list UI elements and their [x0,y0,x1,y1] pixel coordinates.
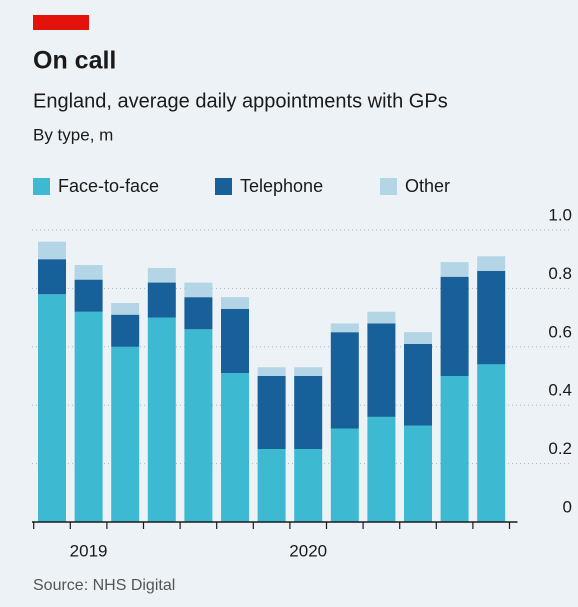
x-tick-label: 2019 [70,541,108,560]
legend-swatch [215,178,232,195]
y-tick-label: 1.0 [548,205,572,224]
bar-segment [74,265,103,280]
y-tick-label: 0 [563,497,572,516]
bar-segment [221,308,249,374]
bar-segment [257,449,286,522]
x-tick-label: 2020 [289,541,327,560]
bar-segment [147,317,176,522]
bar-segment [184,297,213,330]
bar-segment [38,294,66,522]
y-tick-label: 0.6 [548,322,572,341]
bar-segment [294,367,323,376]
source: Source: NHS Digital [33,577,175,594]
bar-segment [330,428,359,522]
bar-segment [38,259,66,295]
bar-segment [147,267,176,283]
bar-segment [404,343,432,426]
bar-segment [477,364,506,522]
bar-segment [38,241,66,260]
bar-segment [367,311,396,324]
chart-subtitle: England, average daily appointments with… [33,90,448,112]
bar-segment [440,262,469,277]
legend-label: Telephone [240,176,323,196]
legend-swatch [33,178,50,195]
y-tick-label: 0.8 [548,264,572,283]
chart-title: On call [33,47,116,75]
bar-segment [111,303,140,315]
bar-segment [257,367,286,376]
legend-label: Face-to-face [58,176,159,196]
bar-segment [184,329,213,522]
bar-segment [404,425,432,522]
bar-segment [74,311,103,522]
brand-tag [33,15,89,30]
bar-segment [221,373,249,522]
bar-segment [74,279,103,312]
bar-segment [111,346,140,522]
bar-segment [111,314,140,347]
bar-segment [294,449,323,522]
unit-label: By type, m [33,125,113,144]
bar-segment [367,323,396,417]
bar-segment [367,416,396,522]
bar-segment [294,376,323,449]
y-tick-label: 0.2 [548,439,572,458]
bar-segment [477,256,506,271]
y-tick-label: 0.4 [548,381,572,400]
bar-segment [440,276,469,376]
bar-segment [330,332,359,429]
bar-segment [147,282,176,318]
bar-segment [477,270,506,365]
bar-segment [440,376,469,522]
bar-segment [221,297,249,309]
bar-segment [257,376,286,449]
bar-segment [330,323,359,333]
legend-label: Other [405,176,450,196]
bar-segment [404,332,432,344]
bar-segment [184,282,213,298]
legend-swatch [380,178,397,195]
